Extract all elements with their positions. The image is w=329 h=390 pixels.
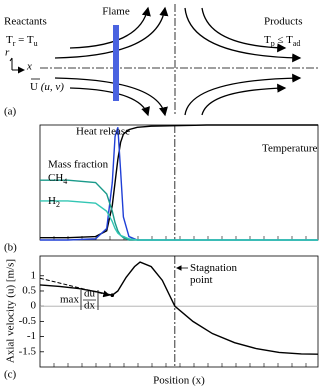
streamline bbox=[201, 83, 287, 116]
max-label: max bbox=[60, 294, 79, 306]
axis-x: x bbox=[26, 61, 32, 73]
legend-label-part: CH bbox=[48, 172, 63, 184]
products-label: Products bbox=[264, 16, 303, 28]
y-tick-label: -0.5 bbox=[19, 315, 37, 327]
data-line bbox=[40, 200, 318, 241]
reactants-condition-part: r bbox=[13, 39, 16, 48]
y-tick-label: 1 bbox=[31, 269, 37, 281]
panel-label: (b) bbox=[4, 242, 17, 254]
max-label-den: dx bbox=[84, 300, 96, 312]
x-axis-label: Position (x) bbox=[153, 375, 205, 387]
reactants-condition-part: u bbox=[34, 39, 38, 48]
legend-label-part: 4 bbox=[63, 177, 67, 186]
stagnation-label: Stagnation point bbox=[190, 262, 238, 286]
y-tick-label: -1.5 bbox=[19, 345, 37, 357]
stagnation-label-part: point bbox=[190, 274, 213, 286]
data-line bbox=[39, 261, 319, 355]
axes-icon bbox=[11, 58, 24, 70]
reactants-condition-part: = T bbox=[15, 34, 34, 46]
group-label: Mass fraction bbox=[48, 159, 109, 171]
velocity-args: (u, v) bbox=[38, 81, 64, 93]
y-tick-label: 0.5 bbox=[22, 285, 36, 297]
data-line bbox=[40, 179, 318, 241]
flame-sheet bbox=[113, 25, 119, 101]
panel-a bbox=[9, 4, 320, 117]
max-gradient-point bbox=[110, 293, 115, 298]
streamline bbox=[54, 6, 169, 59]
y-tick-label: 0 bbox=[31, 300, 37, 312]
velocity-label: U (u, v) bbox=[30, 81, 64, 93]
axis-r: r bbox=[5, 47, 10, 59]
y-axis-label: Axial velocity (u) [m/s] bbox=[5, 259, 17, 363]
panel-label: (c) bbox=[4, 369, 17, 381]
legend-label: CH4 bbox=[48, 172, 67, 187]
velocity-symbol: U bbox=[30, 81, 38, 93]
streamline bbox=[54, 77, 168, 117]
y-tick-label: -1 bbox=[27, 330, 36, 342]
streamline bbox=[184, 7, 302, 63]
products-condition-part: p bbox=[271, 39, 275, 48]
legend-label-part: 2 bbox=[56, 200, 60, 209]
flame-label: Flame bbox=[102, 6, 130, 18]
products-condition-part: ad bbox=[293, 39, 301, 48]
streamline bbox=[69, 87, 150, 117]
legend-label: Heat release bbox=[76, 126, 130, 138]
products-condition-part: ≤ T bbox=[275, 34, 293, 46]
legend-label: Temperature bbox=[262, 143, 318, 155]
legend-label: H2 bbox=[48, 195, 60, 210]
reactants-condition-part: T bbox=[6, 34, 13, 46]
legend-label-part: H bbox=[48, 195, 56, 207]
reactants-condition: Tr = Tu bbox=[6, 34, 38, 49]
plot-frame bbox=[39, 255, 319, 368]
reactants-label: Reactants bbox=[4, 16, 47, 28]
axes-icon bbox=[9, 57, 13, 62]
panel-label: (a) bbox=[4, 106, 17, 118]
products-condition: Tp ≤ Tad bbox=[264, 34, 300, 49]
stagnation-label-part: Stagnation bbox=[190, 262, 238, 274]
products-condition-part: T bbox=[264, 34, 271, 46]
max-label-num: du bbox=[84, 288, 96, 300]
streamline bbox=[201, 7, 287, 53]
streamline bbox=[69, 6, 151, 49]
streamline bbox=[184, 73, 302, 116]
